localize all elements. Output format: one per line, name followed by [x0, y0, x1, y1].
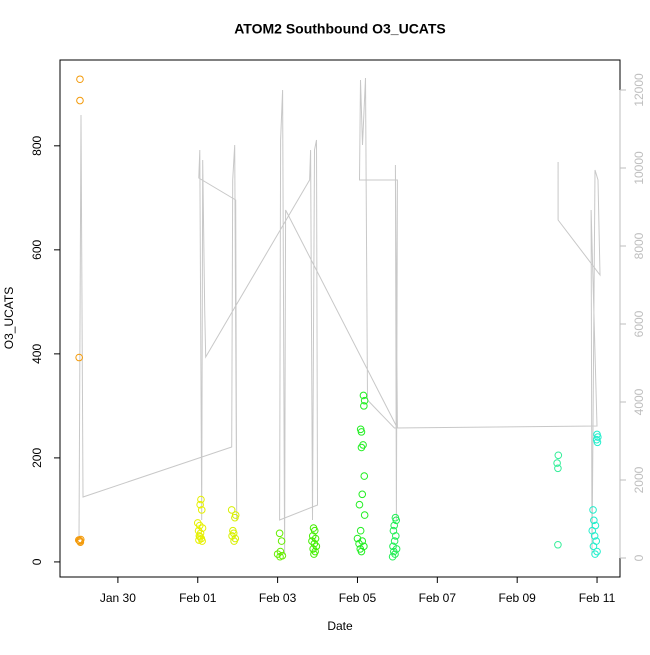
y2-tick-label: 6000	[632, 310, 646, 337]
x-tick-label: Feb 03	[259, 591, 297, 605]
x-tick-label: Feb 05	[339, 591, 377, 605]
point	[360, 511, 369, 519]
point	[391, 550, 399, 558]
point	[198, 524, 207, 532]
point	[198, 537, 206, 545]
point	[273, 550, 282, 558]
point	[589, 542, 598, 551]
altitude-line	[78, 77, 601, 556]
point	[591, 550, 599, 558]
x-tick-label: Feb 01	[179, 591, 217, 605]
x-tick-label: Feb 11	[579, 591, 616, 605]
point	[360, 396, 369, 405]
point	[76, 535, 85, 544]
y2-tick-label: 12000	[632, 73, 646, 107]
point	[275, 529, 284, 538]
point	[357, 428, 366, 436]
point	[227, 506, 236, 514]
y-tick-label: 0	[30, 558, 44, 565]
point	[230, 537, 238, 545]
point	[308, 537, 316, 545]
point	[390, 521, 399, 530]
point	[357, 547, 366, 556]
x-tick-label: Feb 07	[419, 591, 457, 605]
point	[357, 443, 366, 452]
point	[310, 526, 319, 535]
chart-title: ATOM2 Southbound O3_UCATS	[234, 21, 446, 37]
point	[359, 391, 368, 400]
point	[553, 459, 561, 467]
y2-tick-label: 2000	[632, 466, 646, 493]
point	[356, 526, 365, 535]
point	[277, 537, 286, 545]
point	[276, 552, 284, 561]
y2-tick-label: 10000	[632, 151, 646, 185]
y-tick-label: 400	[30, 344, 44, 364]
point	[554, 540, 562, 549]
point	[392, 516, 400, 525]
point	[590, 532, 599, 540]
point	[197, 495, 205, 504]
point	[76, 96, 84, 105]
y-axis-label: O3_UCATS	[2, 287, 16, 349]
point	[196, 500, 204, 509]
point	[360, 402, 368, 410]
point	[76, 75, 84, 84]
y2-tick-label: 8000	[632, 232, 646, 259]
point	[390, 537, 399, 545]
point	[590, 516, 598, 525]
point	[355, 500, 364, 509]
y-tick-label: 600	[30, 240, 44, 260]
point	[360, 472, 369, 480]
point	[197, 506, 206, 514]
y2-tick-label: 0	[632, 554, 646, 561]
plot-frame	[59, 59, 621, 578]
x-tick-label: Feb 09	[499, 591, 537, 605]
point	[589, 506, 597, 514]
point	[593, 438, 602, 447]
point	[388, 552, 397, 561]
point	[554, 464, 562, 473]
point	[75, 353, 83, 362]
y-tick-label: 200	[30, 448, 44, 468]
y2-tick-label: 4000	[632, 388, 646, 415]
point	[196, 533, 204, 541]
point	[310, 550, 318, 558]
x-axis-label: Date	[327, 619, 353, 633]
y-tick-label: 800	[30, 135, 44, 155]
point	[358, 490, 367, 499]
point	[554, 451, 563, 460]
point	[76, 538, 85, 546]
x-tick-label: Jan 30	[100, 591, 136, 605]
point	[392, 532, 400, 540]
point	[231, 513, 239, 522]
